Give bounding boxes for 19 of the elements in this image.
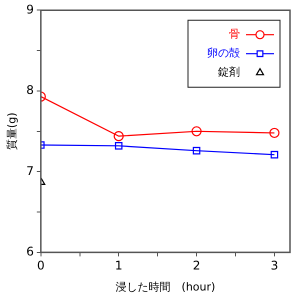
x-tick-label: 0 [37,258,45,273]
y-tick-label: 9 [26,2,34,16]
point [191,126,202,136]
point [114,142,122,150]
x-tick-label: 1 [114,258,123,273]
legend-label: 骨 [229,28,240,41]
x-tick-label: 2 [192,258,200,273]
legend-label: 錠剤 [218,66,240,79]
legend-label: 卵の殻 [207,46,240,60]
point [270,150,278,158]
x-tick-label: 3 [270,258,278,273]
x-axis-title: 浸した時間 (hour) [116,280,216,294]
y-tick-label: 7 [26,164,34,178]
y-tick-label: 8 [26,83,34,98]
point [114,131,124,142]
y-tick-label: 6 [26,244,34,259]
y-axis-title: 質量(g) [5,112,18,150]
point [192,146,200,154]
point [269,128,280,138]
